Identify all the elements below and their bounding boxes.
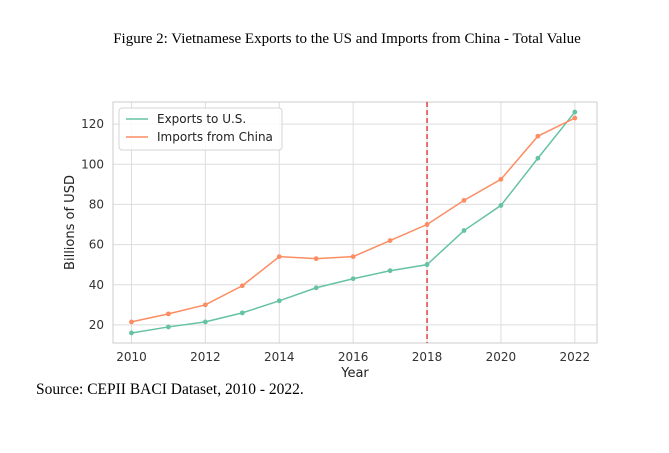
point-exports-to-u-s-2010 (129, 330, 134, 336)
x-tick-2010: 2010 (116, 350, 147, 364)
x-tick-2014: 2014 (264, 350, 295, 364)
point-imports-from-china-2021 (535, 133, 541, 139)
point-imports-from-china-2019 (461, 198, 467, 203)
legend-label-exports-to-u-s: Exports to U.S. (157, 112, 246, 126)
point-exports-to-u-s-2019 (461, 228, 467, 233)
y-tick-60: 60 (89, 238, 104, 252)
x-tick-labels: 2010 2012 2014 2016 2018 2020 2022 (116, 350, 590, 364)
point-imports-from-china-2015 (313, 256, 319, 262)
point-exports-to-u-s-2011 (166, 324, 171, 330)
legend-label-imports-from-china: Imports from China (157, 130, 273, 144)
point-imports-from-china-2020 (498, 176, 504, 182)
y-tick-20: 20 (89, 318, 104, 332)
point-imports-from-china-2012 (202, 302, 208, 308)
point-imports-from-china-2013 (239, 283, 245, 289)
x-tick-2016: 2016 (338, 350, 369, 364)
point-imports-from-china-2018 (424, 222, 430, 227)
point-imports-from-china-2022 (572, 115, 578, 121)
point-imports-from-china-2016 (350, 254, 356, 260)
point-exports-to-u-s-2017 (387, 268, 393, 274)
point-exports-to-u-s-2016 (350, 276, 356, 282)
point-imports-from-china-2011 (166, 311, 171, 317)
x-axis-label: Year (340, 366, 369, 381)
legend-box (118, 107, 283, 151)
legend: Exports to U.S. Imports from China (118, 107, 283, 151)
point-exports-to-u-s-2013 (239, 310, 245, 316)
point-imports-from-china-2010 (129, 319, 134, 325)
x-tick-2012: 2012 (190, 350, 221, 364)
y-tick-80: 80 (89, 197, 104, 211)
point-exports-to-u-s-2014 (276, 298, 282, 304)
point-imports-from-china-2017 (387, 238, 393, 243)
y-axis-label: Billions of USD (63, 175, 78, 270)
y-tick-labels: 20 40 60 80 100 120 (81, 117, 104, 332)
y-tick-100: 100 (81, 157, 104, 171)
point-exports-to-u-s-2022 (572, 109, 578, 115)
x-tick-2018: 2018 (412, 350, 443, 364)
point-exports-to-u-s-2018 (424, 262, 430, 268)
x-tick-2020: 2020 (486, 350, 517, 364)
y-tick-120: 120 (81, 117, 104, 131)
y-tick-40: 40 (89, 278, 104, 292)
point-exports-to-u-s-2020 (498, 203, 504, 208)
plot-frame (112, 101, 598, 344)
x-tick-2022: 2022 (560, 350, 591, 364)
source-note: Source: CEPII BACI Dataset, 2010 - 2022. (36, 381, 304, 398)
series-group (129, 109, 578, 336)
point-exports-to-u-s-2015 (313, 285, 319, 291)
figure-title: Figure 2: Vietnamese Exports to the US a… (113, 31, 581, 47)
point-imports-from-china-2014 (276, 254, 282, 260)
point-exports-to-u-s-2021 (535, 155, 541, 161)
point-exports-to-u-s-2012 (202, 319, 208, 325)
